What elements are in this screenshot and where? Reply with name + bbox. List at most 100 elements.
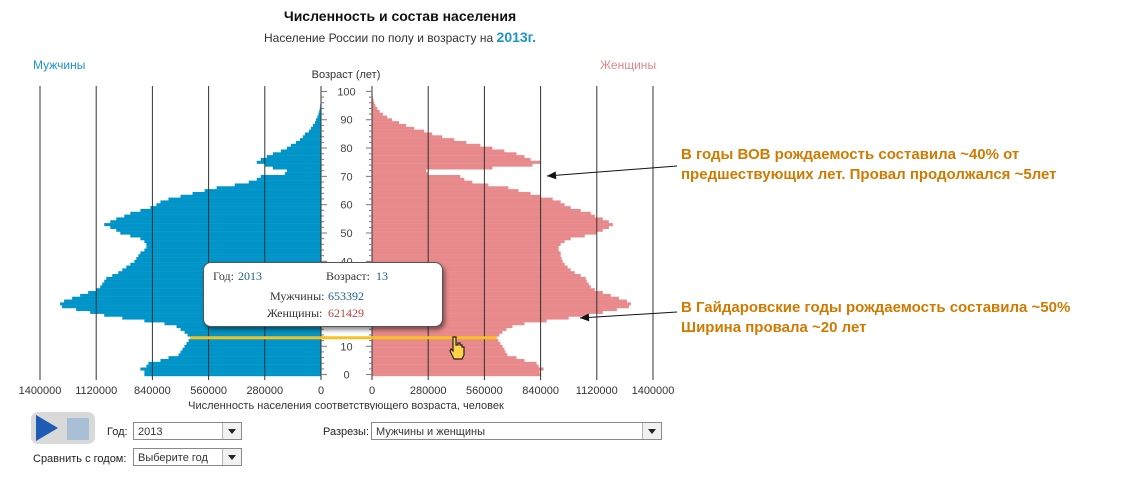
women-bar-age-15: [372, 330, 503, 334]
women-bar-age-97: [372, 98, 374, 102]
annotation-ww2-line1: В годы ВОВ рождаемость составила ~40% от: [681, 146, 1020, 163]
men-bar-age-75: [256, 160, 321, 164]
women-bar-age-22: [372, 310, 603, 314]
men-bar-age-81: [290, 143, 321, 147]
women-bar-age-25: [372, 302, 631, 306]
tooltip-age-label: Возраст:: [326, 269, 370, 283]
men-bar-age-80: [286, 146, 321, 150]
men-bar-age-15: [184, 330, 321, 334]
men-bar-age-64: [192, 191, 321, 195]
women-bar-age-60: [372, 203, 565, 207]
play-icon[interactable]: [36, 415, 58, 441]
women-bar-age-77: [372, 155, 525, 159]
men-bar-age-44: [144, 248, 321, 252]
men-x-tick-label: 560000: [190, 385, 227, 397]
women-bar-age-28: [372, 293, 611, 297]
women-bar-age-65: [372, 189, 519, 193]
men-bar-age-12: [188, 339, 321, 343]
women-bar-age-76: [372, 157, 531, 161]
women-bar-age-53: [372, 223, 613, 227]
women-bar-age-40: [372, 259, 563, 263]
y-axis-label: Возраст (лет): [312, 69, 381, 81]
tooltip-year-label: Год:: [213, 269, 234, 283]
chevron-down-icon: [642, 423, 661, 439]
women-bar-age-71: [372, 172, 429, 176]
men-bar-age-84: [302, 135, 321, 139]
year-select[interactable]: 2013: [133, 422, 242, 440]
women-bar-age-0: [372, 373, 541, 377]
men-bar-age-56: [124, 214, 321, 218]
stop-icon[interactable]: [67, 418, 89, 440]
women-bar-age-95: [372, 104, 376, 108]
age-tick-label: 80: [340, 143, 352, 155]
women-bar-age-61: [372, 200, 561, 204]
women-bar-age-41: [372, 257, 562, 261]
women-bar-age-48: [372, 237, 571, 241]
arrow-ww2: [546, 165, 678, 177]
men-bar-age-89: [314, 121, 321, 125]
men-bar-age-2: [140, 367, 321, 371]
women-x-tick-label: 1120000: [576, 385, 618, 397]
men-bar-age-82: [295, 140, 321, 145]
men-bar-age-27: [72, 296, 321, 300]
data-tooltip: Год: 2013 Возраст: 13 Мужчины: 653392 Же…: [203, 262, 443, 327]
sections-select[interactable]: Мужчины и женщины: [371, 422, 662, 440]
tooltip-age-value: 13: [376, 269, 388, 283]
men-bar-age-10: [184, 344, 321, 348]
men-bar-age-58: [140, 208, 321, 212]
men-bar-age-66: [216, 186, 321, 190]
women-bar-age-16: [372, 327, 507, 331]
compare-select[interactable]: Выберите год: [133, 448, 242, 466]
men-bar-age-92: [318, 112, 321, 116]
men-bar-age-9: [182, 347, 321, 351]
women-bar-age-69: [372, 177, 465, 181]
women-bar-age-8: [372, 350, 506, 354]
men-bar-age-3: [146, 364, 321, 368]
men-bar-age-28: [80, 293, 322, 297]
women-bar-age-18: [372, 322, 525, 326]
women-bar-age-39: [372, 262, 565, 266]
men-bar-age-40: [134, 259, 321, 263]
men-bar-age-23: [76, 308, 321, 312]
men-bar-age-87: [310, 126, 321, 130]
women-x-tick-label: 560000: [466, 385, 503, 397]
men-x-tick-label: 280000: [246, 385, 283, 397]
women-bar-age-19: [372, 319, 547, 323]
men-bar-age-48: [140, 237, 321, 241]
men-bar-age-43: [140, 251, 321, 255]
sections-select-label: Разрезы:: [323, 426, 370, 438]
men-bar-age-68: [248, 180, 321, 184]
annotation-gaidar-line2: Ширина провала ~20 лет: [681, 319, 867, 336]
grid-lines: [39, 86, 654, 380]
tooltip-women-value: 621429: [328, 306, 364, 320]
women-bar-age-36: [372, 271, 575, 275]
women-bar-age-93: [372, 109, 380, 113]
women-bar-age-52: [372, 225, 609, 229]
women-bar-age-54: [372, 220, 609, 224]
men-x-tick-label: 1400000: [19, 385, 62, 397]
women-bar-age-7: [372, 353, 508, 357]
women-bar-age-79: [372, 149, 505, 153]
women-bar-age-44: [372, 248, 559, 252]
women-bar-age-38: [372, 265, 568, 269]
men-bar-age-94: [319, 106, 321, 111]
men-bar-age-71: [284, 172, 321, 176]
women-bar-age-31: [372, 285, 591, 289]
women-bar-age-59: [372, 206, 571, 210]
men-bar-age-86: [308, 129, 321, 133]
arrow-gaidar-head: [580, 313, 590, 322]
women-bar-age-21: [372, 313, 589, 317]
men-bar-age-50: [120, 231, 322, 235]
women-bar-age-85: [372, 132, 433, 136]
women-bar-age-4: [372, 361, 537, 365]
men-bar-age-7: [178, 353, 321, 357]
women-series: [372, 90, 631, 377]
population-pyramid-chart[interactable]: 0102030405060708090100140000011200008400…: [0, 0, 1134, 410]
annotation-ww2-line2: предшествующих лет. Провал продолжался ~…: [681, 166, 1057, 183]
men-bar-age-63: [180, 194, 321, 198]
women-bar-age-26: [372, 299, 627, 303]
men-bar-age-8: [180, 350, 321, 354]
women-bar-age-51: [372, 228, 603, 232]
men-bar-age-76: [260, 157, 321, 161]
arrow-ww2-head: [547, 171, 557, 180]
